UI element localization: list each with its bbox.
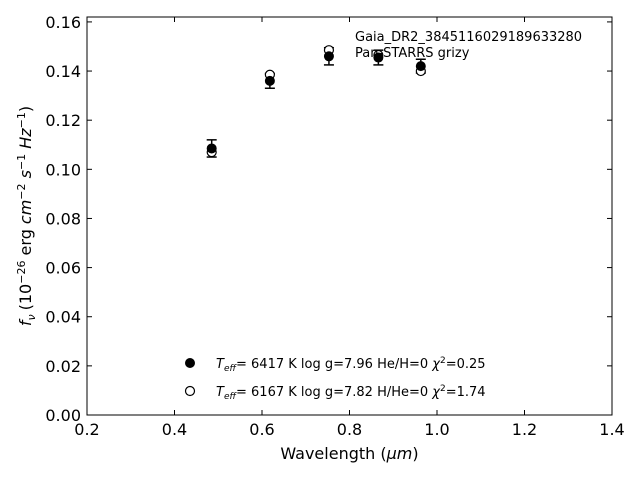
y-tick-label: 0.08 <box>45 209 81 228</box>
data-markers <box>206 45 426 158</box>
legend-entry-2: Teff= 6167 K log g=7.82 H/He=0 χ2=1.74 <box>216 384 486 402</box>
model-point-filled <box>373 52 384 63</box>
x-tick-label: 1.2 <box>512 420 537 439</box>
model-point-filled <box>323 51 334 62</box>
x-tick-label: 0.8 <box>337 420 362 439</box>
y-tick-label: 0.06 <box>45 259 81 278</box>
legend-marker-filled <box>185 358 195 368</box>
y-tick-label: 0.00 <box>45 406 81 425</box>
legend: Teff= 6417 K log g=7.96 He/H=0 χ2=0.25 T… <box>184 356 486 402</box>
y-tick-label: 0.04 <box>45 308 81 327</box>
y-tick-label: 0.16 <box>45 13 81 32</box>
model-point-filled <box>206 143 217 154</box>
x-tick-label: 0.2 <box>74 420 99 439</box>
x-axis-label: Wavelength (μm) <box>280 444 418 463</box>
x-tick-label: 1.4 <box>599 420 624 439</box>
x-tick-label: 0.6 <box>249 420 274 439</box>
y-tick-label: 0.02 <box>45 357 81 376</box>
plot-area <box>86 16 613 416</box>
y-tick-label: 0.10 <box>45 160 81 179</box>
survey-annotation: Pan-STARRS grizy <box>355 46 470 61</box>
model-point-filled <box>264 75 275 86</box>
legend-marker-open <box>184 385 196 397</box>
x-tick-label: 0.4 <box>162 420 187 439</box>
y-tick-label: 0.12 <box>45 111 81 130</box>
legend-entry-1: Teff= 6417 K log g=7.96 He/H=0 χ2=0.25 <box>216 356 486 374</box>
model-point-filled <box>415 61 426 72</box>
y-axis-ticks: 0.00 0.02 0.04 0.06 0.08 0.10 0.12 0.14 0.16 <box>45 13 612 425</box>
object-id-annotation: Gaia_DR2_3845116029189633280 <box>355 30 582 45</box>
y-tick-label: 0.14 <box>45 62 81 81</box>
y-axis-label: fν(10−26 erg cm−2 s−1 Hz−1) <box>15 106 38 326</box>
x-axis-ticks: 0.2 0.4 0.6 0.8 1.0 1.2 1.4 <box>74 17 625 439</box>
x-tick-label: 1.0 <box>424 420 449 439</box>
